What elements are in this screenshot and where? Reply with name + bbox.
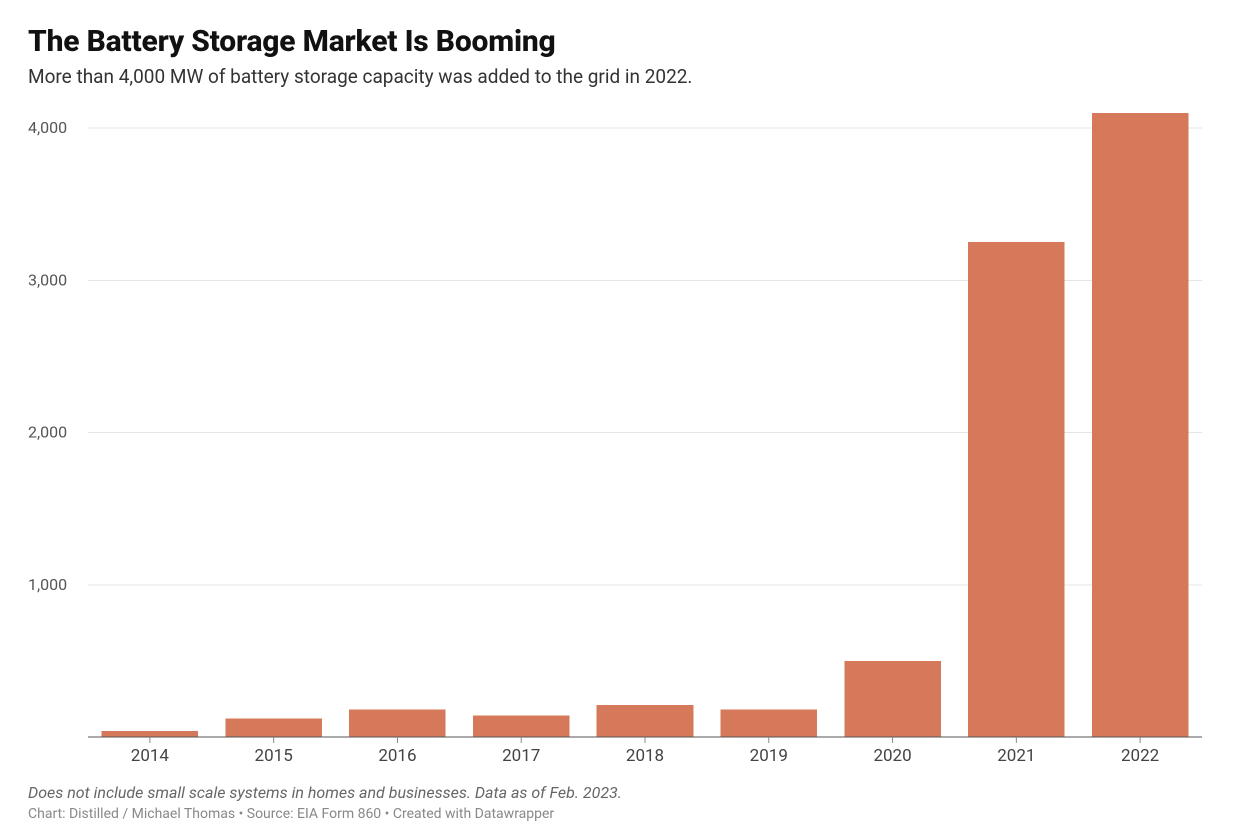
bar bbox=[349, 710, 446, 737]
y-tick-label: 3,000 bbox=[28, 270, 67, 289]
x-tick-label: 2019 bbox=[750, 746, 788, 766]
chart-container: The Battery Storage Market Is Booming Mo… bbox=[0, 0, 1240, 840]
x-tick-label: 2015 bbox=[255, 746, 293, 766]
y-tick-label: 4,000 bbox=[28, 118, 67, 137]
chart-footer: Does not include small scale systems in … bbox=[28, 783, 1212, 822]
bar bbox=[473, 716, 570, 737]
bar bbox=[225, 719, 322, 737]
chart-note: Does not include small scale systems in … bbox=[28, 783, 1212, 802]
bar bbox=[844, 661, 941, 737]
x-tick-label: 2022 bbox=[1121, 746, 1159, 766]
chart-title: The Battery Storage Market Is Booming bbox=[28, 24, 1212, 59]
x-tick-label: 2017 bbox=[502, 746, 540, 766]
x-tick-label: 2016 bbox=[378, 746, 416, 766]
chart-plot-area: 1,000 2,000 3,000 4,000 2014 2015 2016 2017 2018… bbox=[28, 98, 1212, 773]
bar bbox=[597, 705, 694, 737]
bar-chart-svg: 1,000 2,000 3,000 4,000 2014 2015 2016 2017 2018… bbox=[28, 98, 1212, 773]
x-tick-label: 2018 bbox=[626, 746, 664, 766]
x-tick-label: 2020 bbox=[873, 746, 911, 766]
y-tick-label: 2,000 bbox=[28, 423, 67, 442]
chart-subtitle: More than 4,000 MW of battery storage ca… bbox=[28, 65, 1212, 88]
y-tick-label: 1,000 bbox=[28, 575, 67, 594]
chart-credit: Chart: Distilled / Michael Thomas • Sour… bbox=[28, 806, 1212, 822]
bar bbox=[968, 242, 1065, 737]
bar bbox=[1092, 113, 1189, 737]
x-tick-label: 2014 bbox=[131, 746, 170, 766]
bar bbox=[721, 710, 818, 737]
bar bbox=[102, 731, 199, 737]
x-tick-label: 2021 bbox=[997, 746, 1035, 766]
